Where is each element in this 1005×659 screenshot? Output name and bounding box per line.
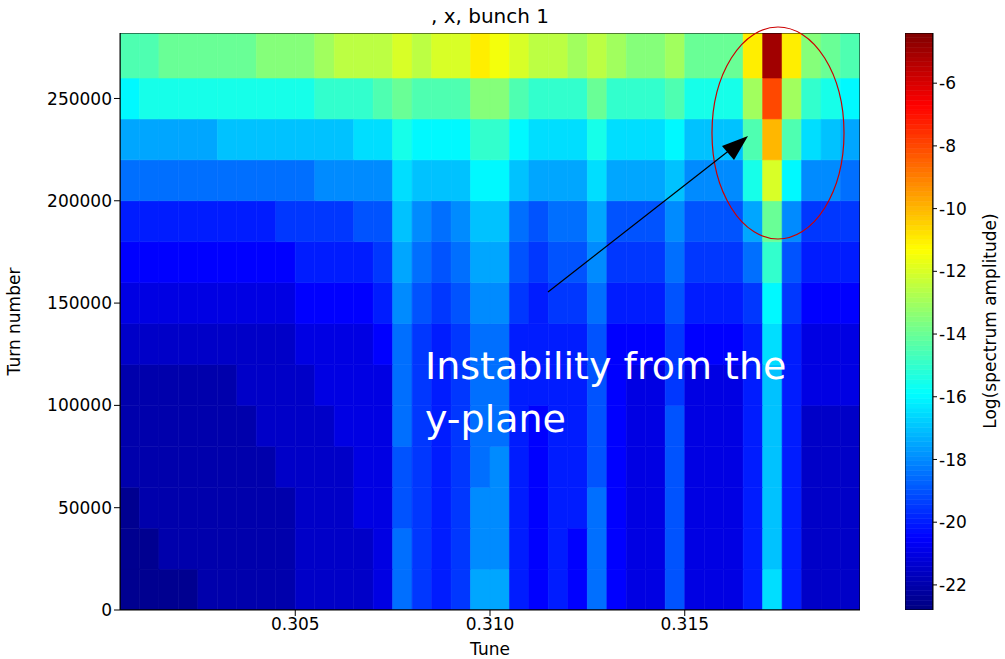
svg-text:0.315: 0.315	[660, 614, 709, 634]
svg-text:-6: -6	[939, 73, 956, 93]
svg-text:50000: 50000	[58, 498, 112, 518]
html-text:Log(spectrum amplitude): Log(spectrum amplitude)	[980, 213, 1000, 429]
svg-text:0: 0	[101, 600, 112, 620]
svg-text:-18: -18	[939, 450, 967, 470]
svg-text:-22: -22	[939, 575, 967, 595]
svg-text:200000: 200000	[47, 191, 112, 211]
svg-text:-8: -8	[939, 136, 956, 156]
svg-text:-20: -20	[939, 512, 967, 532]
svg-text:-14: -14	[939, 324, 967, 344]
html-text:y-plane: y-plane	[425, 397, 566, 442]
svg-text:250000: 250000	[47, 89, 112, 109]
svg-text:-16: -16	[939, 387, 967, 407]
svg-text:-10: -10	[939, 199, 967, 219]
html-text:Instability from the: Instability from the	[425, 344, 787, 388]
svg-text:0.310: 0.310	[466, 614, 515, 634]
svg-text:-12: -12	[939, 261, 967, 281]
svg-text:100000: 100000	[47, 395, 112, 415]
svg-text:0.305: 0.305	[271, 614, 320, 634]
html-text:, x, bunch 1: , x, bunch 1	[431, 4, 549, 28]
svg-text:Tune: Tune	[469, 639, 510, 659]
svg-text:Turn number: Turn number	[4, 268, 24, 377]
svg-text:150000: 150000	[47, 293, 112, 313]
